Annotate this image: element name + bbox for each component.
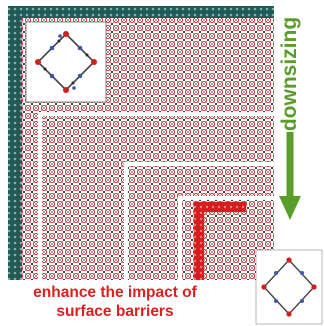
caption-line-1: enhance the impact of [33, 284, 197, 301]
unit-cell-top-inset [25, 21, 107, 103]
downsizing-label: downsizing [278, 16, 301, 132]
downsizing-arrow [279, 8, 301, 220]
top-surface-layer [8, 6, 274, 18]
small-crystal-left-surface [194, 202, 204, 280]
unit-cell-bottom-inset [255, 249, 323, 325]
small-crystal-top-surface [194, 202, 246, 212]
caption-line-2: surface barriers [56, 303, 174, 320]
small-crystal [194, 202, 246, 280]
left-surface-layer [8, 6, 22, 280]
